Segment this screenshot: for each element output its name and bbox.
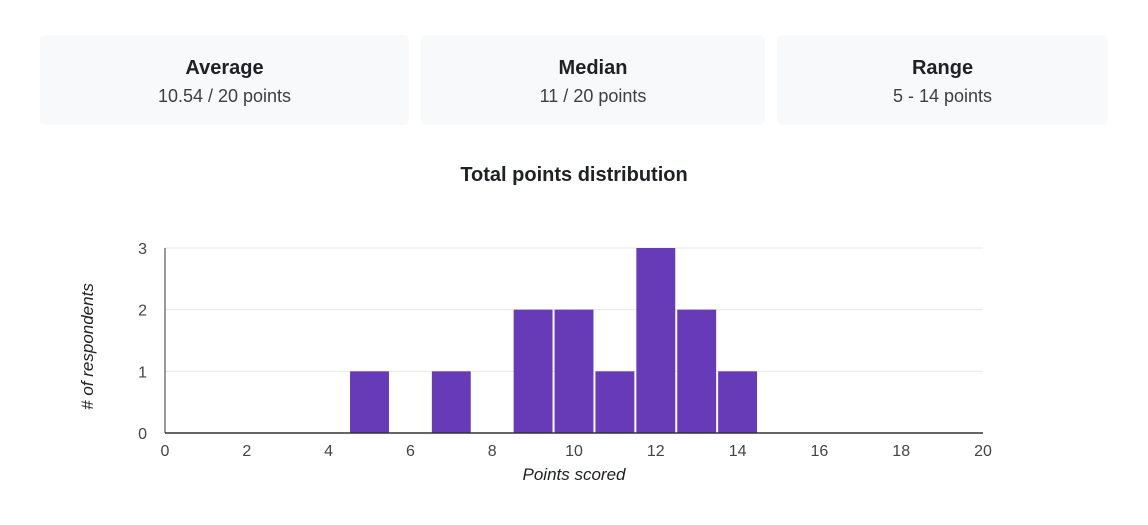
median-label: Median [558,57,628,79]
range-label: Range [911,57,974,79]
bar-7 [431,371,471,433]
x-tick-label: 6 [406,443,415,460]
y-tick-label: 3 [138,241,147,258]
x-tick-label: 12 [647,443,665,460]
y-axis-label: # of respondents [78,283,97,410]
y-tick-label: 2 [138,303,147,320]
x-axis-label: Points scored [523,465,627,484]
median-value: 11 / 20 points [539,86,647,106]
y-tick-label: 0 [138,426,147,443]
x-tick-label: 2 [242,443,251,460]
average-value: 10.54 / 20 points [157,86,292,106]
bar-12 [636,248,676,433]
y-tick-label: 1 [138,364,147,381]
bar-13 [677,309,717,433]
x-tick-label: 20 [974,443,992,460]
bars [350,248,758,433]
axes [164,248,983,434]
range-card: Range 5 - 14 points [777,35,1108,125]
x-tick-label: 8 [488,443,497,460]
x-tick-label: 18 [892,443,910,460]
median-card: Median 11 / 20 points [421,35,765,125]
x-tick-label: 14 [729,443,747,460]
x-tick-label: 0 [161,443,170,460]
average-label: Average [185,57,264,79]
x-tick-label: 10 [565,443,583,460]
x-tick-label: 4 [324,443,333,460]
bar-10 [554,309,594,433]
range-value: 5 - 14 points [892,86,993,106]
average-card: Average 10.54 / 20 points [40,35,409,125]
bar-14 [718,371,758,433]
bar-5 [350,371,389,433]
bar-11 [595,371,635,433]
chart-title: Total points distribution [460,164,688,186]
x-tick-label: 16 [811,443,829,460]
bar-9 [513,309,553,433]
